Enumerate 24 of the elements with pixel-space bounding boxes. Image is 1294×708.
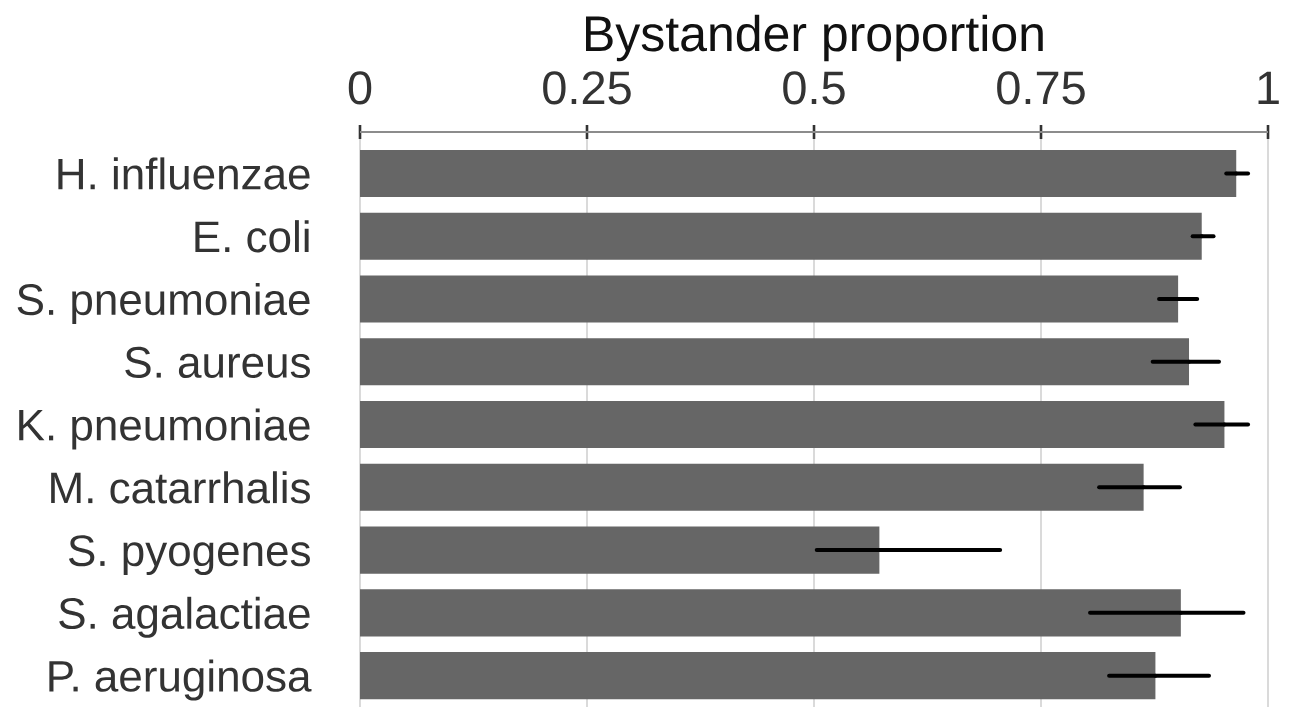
y-tick-label: H. influenzae <box>58 157 310 190</box>
y-tick-label: S. pyogenes <box>68 535 310 576</box>
x-tick-label: 0.5 <box>783 71 845 105</box>
bar <box>360 338 1190 386</box>
y-tick-label: P. aeruginosa <box>49 659 312 701</box>
x-tick-label: 0.75 <box>997 71 1085 105</box>
bar <box>360 400 1225 449</box>
bar <box>360 149 1237 197</box>
bar <box>360 526 880 574</box>
bar <box>360 652 1156 700</box>
y-tick-label: K. pneumoniae <box>19 408 310 450</box>
y-tick-label: M. catarrhalis <box>51 471 310 504</box>
y-tick-label: S. agalactiae <box>59 596 310 638</box>
y-tick-label: S. aureus <box>125 346 310 378</box>
x-tick-label: 0 <box>348 71 372 105</box>
bar <box>360 275 1179 323</box>
bar <box>360 463 1144 511</box>
bar <box>360 212 1202 260</box>
y-tick-label: E. coli <box>195 220 309 253</box>
y-tick-label: S. pneumoniae <box>17 282 310 324</box>
x-axis-title: Bystander proportion <box>586 14 1043 62</box>
x-tick-label: 0.25 <box>543 71 631 105</box>
x-tick-label: 1 <box>1258 71 1279 104</box>
bar <box>360 589 1181 637</box>
